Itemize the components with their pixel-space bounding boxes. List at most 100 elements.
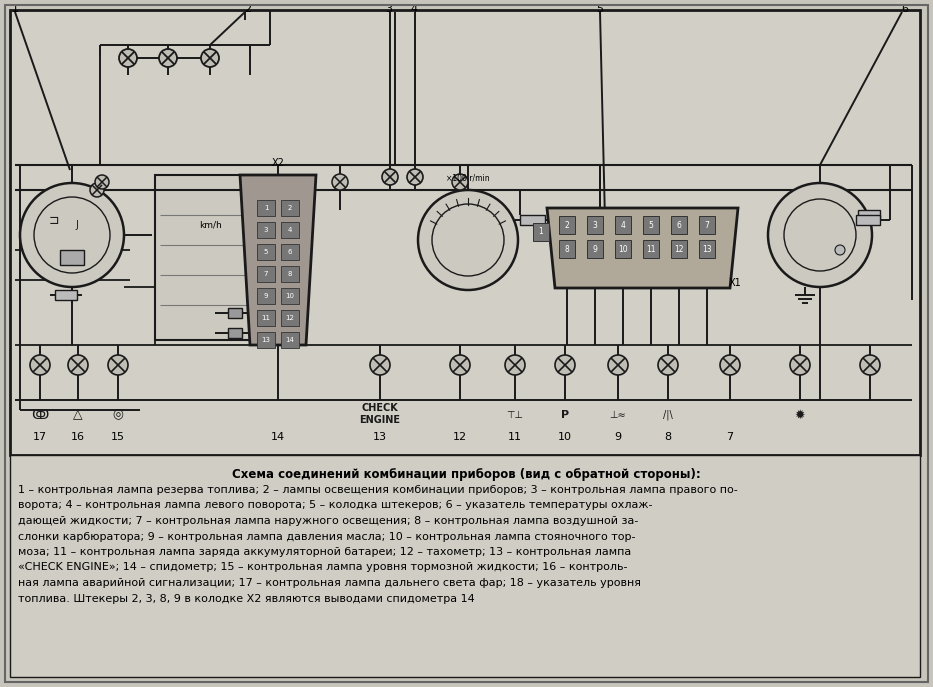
- Circle shape: [119, 49, 137, 67]
- Circle shape: [370, 355, 390, 375]
- Text: 1: 1: [11, 4, 19, 14]
- Bar: [533, 223, 549, 241]
- Bar: [643, 240, 659, 258]
- Text: 11: 11: [261, 315, 271, 321]
- Bar: [643, 216, 659, 234]
- Text: 7: 7: [727, 432, 733, 442]
- Text: 5: 5: [648, 221, 653, 229]
- Bar: [257, 244, 275, 260]
- Text: 3: 3: [385, 4, 393, 14]
- Text: 13: 13: [373, 432, 387, 442]
- Text: 2: 2: [244, 4, 252, 14]
- Circle shape: [201, 49, 219, 67]
- Text: 3: 3: [264, 227, 269, 233]
- Text: 10: 10: [285, 293, 295, 299]
- Bar: [671, 240, 687, 258]
- Bar: [559, 216, 575, 234]
- Bar: [257, 222, 275, 238]
- Bar: [615, 216, 631, 234]
- Bar: [281, 200, 299, 216]
- Text: 4: 4: [287, 227, 292, 233]
- Bar: [10, 455, 920, 677]
- Bar: [281, 222, 299, 238]
- Bar: [281, 332, 299, 348]
- Bar: [228, 328, 242, 338]
- Text: 9: 9: [592, 245, 597, 254]
- Text: 17: 17: [33, 432, 47, 442]
- Circle shape: [20, 183, 124, 287]
- Text: ная лампа аварийной сигнализации; 17 – контрольная лампа дальнего света фар; 18 : ная лампа аварийной сигнализации; 17 – к…: [18, 578, 641, 588]
- Text: 1: 1: [264, 205, 269, 211]
- Bar: [587, 216, 603, 234]
- Circle shape: [505, 355, 525, 375]
- Bar: [281, 288, 299, 304]
- Circle shape: [658, 355, 678, 375]
- Bar: [55, 290, 77, 300]
- Text: моза; 11 – контрольная лампа заряда аккумуляторной батареи; 12 – тахометр; 13 – : моза; 11 – контрольная лампа заряда акку…: [18, 547, 632, 557]
- Circle shape: [784, 199, 856, 271]
- Text: ворота; 4 – контрольная лампа левого поворота; 5 – колодка штекеров; 6 – указате: ворота; 4 – контрольная лампа левого пов…: [18, 501, 652, 510]
- Text: /|\: /|\: [663, 409, 673, 420]
- Circle shape: [407, 169, 423, 185]
- Text: 7: 7: [264, 271, 269, 277]
- Text: 9: 9: [615, 432, 621, 442]
- Text: 14: 14: [271, 432, 285, 442]
- Text: 11: 11: [508, 432, 522, 442]
- Text: X2: X2: [272, 158, 285, 168]
- Bar: [257, 332, 275, 348]
- Text: X1: X1: [729, 278, 742, 288]
- Bar: [856, 215, 880, 225]
- Bar: [155, 175, 270, 340]
- Polygon shape: [240, 175, 316, 345]
- Circle shape: [555, 355, 575, 375]
- Text: 12: 12: [285, 315, 295, 321]
- Text: 4: 4: [411, 4, 418, 14]
- Text: 12: 12: [453, 432, 467, 442]
- Text: 13: 13: [261, 337, 271, 343]
- Text: 1 – контрольная лампа резерва топлива; 2 – лампы освещения комбинации приборов; : 1 – контрольная лампа резерва топлива; 2…: [18, 485, 738, 495]
- Text: 5: 5: [596, 4, 604, 14]
- Bar: [257, 266, 275, 282]
- Text: 13: 13: [703, 245, 712, 254]
- Bar: [587, 240, 603, 258]
- Text: ⊐: ⊐: [49, 214, 60, 227]
- Text: 11: 11: [647, 245, 656, 254]
- Text: P: P: [561, 410, 569, 420]
- Circle shape: [768, 183, 872, 287]
- Circle shape: [608, 355, 628, 375]
- Circle shape: [108, 355, 128, 375]
- Text: 3: 3: [592, 221, 597, 229]
- Text: ×100 r/min: ×100 r/min: [446, 174, 490, 183]
- Text: ⊥≈: ⊥≈: [609, 410, 626, 420]
- Text: слонки карбюратора; 9 – контрольная лампа давления масла; 10 – контрольная лампа: слонки карбюратора; 9 – контрольная ламп…: [18, 532, 635, 541]
- Text: 6: 6: [901, 4, 909, 14]
- Text: дающей жидкости; 7 – контрольная лампа наружного освещения; 8 – контрольная ламп: дающей жидкости; 7 – контрольная лампа н…: [18, 516, 638, 526]
- Text: 8: 8: [564, 245, 569, 254]
- Bar: [257, 310, 275, 326]
- Bar: [281, 244, 299, 260]
- Text: 9: 9: [264, 293, 269, 299]
- Text: топлива. Штекеры 2, 3, 8, 9 в колодке X2 являются выводами спидометра 14: топлива. Штекеры 2, 3, 8, 9 в колодке X2…: [18, 594, 475, 603]
- Bar: [671, 216, 687, 234]
- Circle shape: [835, 245, 845, 255]
- Circle shape: [332, 174, 348, 190]
- Circle shape: [95, 175, 109, 189]
- Circle shape: [159, 49, 177, 67]
- Text: J: J: [76, 220, 78, 230]
- Bar: [699, 216, 715, 234]
- Bar: [10, 10, 920, 455]
- Text: CHECK: CHECK: [362, 403, 398, 413]
- Text: 6: 6: [676, 221, 681, 229]
- Circle shape: [30, 355, 50, 375]
- Circle shape: [450, 355, 470, 375]
- Text: ◎: ◎: [113, 409, 123, 422]
- Text: 6: 6: [287, 249, 292, 255]
- Circle shape: [452, 174, 468, 190]
- Bar: [559, 240, 575, 258]
- Circle shape: [90, 183, 104, 197]
- Bar: [520, 215, 545, 225]
- Circle shape: [860, 355, 880, 375]
- Text: 5: 5: [264, 249, 268, 255]
- Text: 2: 2: [564, 221, 569, 229]
- Text: 14: 14: [285, 337, 295, 343]
